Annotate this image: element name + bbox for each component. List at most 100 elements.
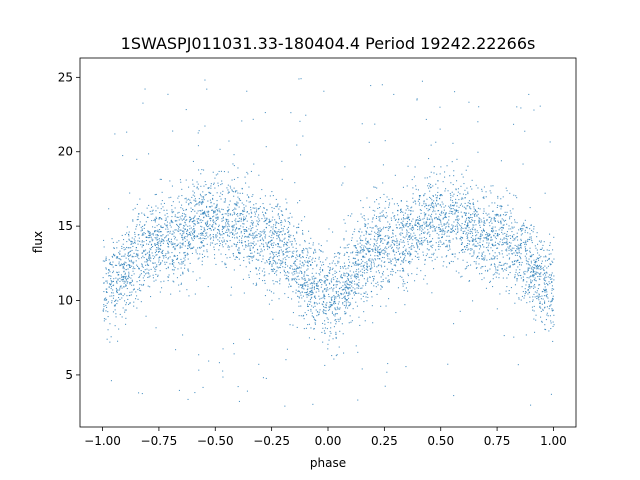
scatter-point	[516, 248, 518, 250]
scatter-point	[106, 291, 108, 293]
scatter-point	[273, 260, 275, 262]
scatter-point	[439, 128, 441, 130]
scatter-point	[123, 270, 125, 272]
scatter-point	[518, 272, 520, 274]
scatter-point	[448, 205, 450, 207]
scatter-point	[342, 302, 344, 304]
scatter-point	[311, 312, 313, 314]
scatter-point	[107, 311, 109, 313]
scatter-point	[209, 218, 211, 220]
scatter-point	[323, 309, 325, 311]
scatter-point	[487, 238, 489, 240]
scatter-point	[106, 306, 108, 308]
scatter-point	[526, 263, 528, 265]
scatter-point	[202, 213, 204, 215]
scatter-point	[360, 200, 362, 202]
scatter-point	[530, 262, 532, 264]
scatter-point	[343, 239, 345, 241]
scatter-point	[468, 217, 470, 219]
scatter-point	[277, 252, 279, 254]
scatter-point	[496, 234, 498, 236]
scatter-point	[389, 223, 391, 225]
scatter-point	[503, 263, 505, 265]
scatter-point	[274, 272, 276, 274]
scatter-point	[369, 268, 371, 270]
scatter-point	[228, 225, 230, 227]
scatter-point	[157, 231, 159, 233]
scatter-point	[537, 267, 539, 269]
scatter-point	[543, 256, 545, 258]
scatter-point	[525, 291, 527, 293]
scatter-point	[252, 246, 254, 248]
scatter-point	[118, 240, 120, 242]
scatter-point	[132, 289, 134, 291]
scatter-point	[183, 218, 185, 220]
scatter-point	[184, 254, 186, 256]
scatter-point	[390, 244, 392, 246]
scatter-point	[536, 236, 538, 238]
scatter-point	[524, 246, 526, 248]
scatter-point	[314, 295, 316, 297]
scatter-point	[204, 238, 206, 240]
scatter-point	[528, 277, 530, 279]
scatter-point	[226, 213, 228, 215]
scatter-point	[532, 274, 534, 276]
scatter-point	[232, 232, 234, 234]
scatter-point	[252, 207, 254, 209]
scatter-point	[497, 247, 499, 249]
scatter-point	[397, 221, 399, 223]
scatter-point	[221, 234, 223, 236]
scatter-point	[495, 267, 497, 269]
scatter-point	[456, 215, 458, 217]
scatter-point	[528, 93, 530, 95]
scatter-point	[304, 216, 306, 218]
scatter-point	[138, 268, 140, 270]
scatter-point	[188, 204, 190, 206]
scatter-point	[264, 295, 266, 297]
scatter-point	[461, 197, 463, 199]
scatter-point	[445, 246, 447, 248]
scatter-point	[309, 287, 311, 289]
scatter-point	[275, 271, 277, 273]
scatter-point	[262, 230, 264, 232]
scatter-point	[459, 238, 461, 240]
scatter-point	[113, 254, 115, 256]
scatter-point	[518, 252, 520, 254]
scatter-point	[278, 252, 280, 254]
scatter-point	[358, 285, 360, 287]
scatter-point	[505, 290, 507, 292]
scatter-point	[410, 210, 412, 212]
scatter-point	[384, 251, 386, 253]
scatter-point	[301, 251, 303, 253]
scatter-point	[415, 239, 417, 241]
scatter-point	[282, 266, 284, 268]
scatter-point	[252, 283, 254, 285]
scatter-point	[430, 187, 432, 189]
scatter-point	[460, 228, 462, 230]
scatter-point	[511, 249, 513, 251]
scatter-point	[116, 272, 118, 274]
scatter-point	[409, 236, 411, 238]
scatter-point	[494, 236, 496, 238]
scatter-point	[238, 249, 240, 251]
scatter-point	[123, 247, 125, 249]
scatter-point	[286, 228, 288, 230]
scatter-point	[460, 276, 462, 278]
scatter-point	[339, 297, 341, 299]
scatter-point	[431, 219, 433, 221]
scatter-point	[432, 224, 434, 226]
scatter-point	[281, 251, 283, 253]
scatter-point	[486, 259, 488, 261]
scatter-point	[444, 214, 446, 216]
scatter-point	[409, 223, 411, 225]
scatter-point	[228, 230, 230, 232]
scatter-point	[257, 208, 259, 210]
scatter-point	[201, 196, 203, 198]
scatter-point	[270, 226, 272, 228]
scatter-point	[396, 247, 398, 249]
scatter-point	[412, 245, 414, 247]
scatter-point	[198, 369, 200, 371]
scatter-point	[416, 98, 418, 100]
scatter-point	[125, 277, 127, 279]
scatter-point	[497, 242, 499, 244]
